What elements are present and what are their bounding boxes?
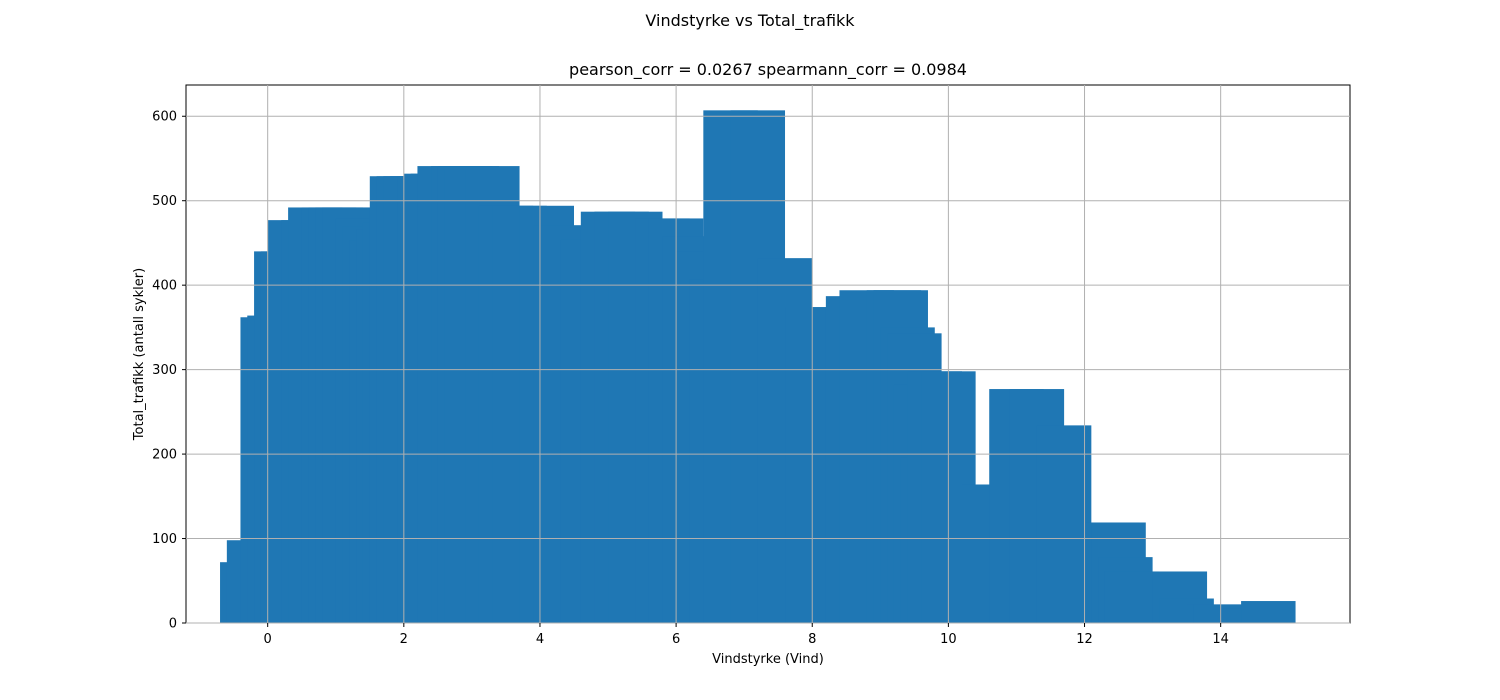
y-axis-label: Total_trafikk (antall sykler) xyxy=(132,268,147,441)
x-tick-label: 0 xyxy=(264,632,272,647)
x-tick-label: 10 xyxy=(940,632,957,647)
ticks: 0 2 4 6 8 10 12 14 0 100 200 300 400 500 600 xyxy=(152,85,1350,647)
bar xyxy=(1036,425,1092,623)
y-tick-label: 300 xyxy=(152,363,177,378)
axes-title: pearson_corr = 0.0267 spearmann_corr = 0… xyxy=(569,60,967,79)
bars xyxy=(220,110,1296,624)
bar xyxy=(1241,601,1296,623)
y-tick-label: 500 xyxy=(152,194,177,209)
bar xyxy=(1104,571,1160,623)
y-tick-label: 400 xyxy=(152,279,177,294)
y-tick-label: 0 xyxy=(169,617,177,632)
x-axis-label: Vindstyrke (Vind) xyxy=(712,652,824,667)
figure-title: Vindstyrke vs Total_trafikk xyxy=(645,11,855,30)
x-tick-label: 14 xyxy=(1212,632,1229,647)
x-tick-label: 6 xyxy=(672,632,680,647)
y-tick-label: 200 xyxy=(152,448,177,463)
y-tick-label: 600 xyxy=(152,110,177,125)
x-tick-label: 12 xyxy=(1076,632,1093,647)
x-tick-label: 2 xyxy=(400,632,408,647)
x-tick-label: 4 xyxy=(536,632,544,647)
y-tick-label: 100 xyxy=(152,532,177,547)
x-tick-label: 8 xyxy=(808,632,816,647)
